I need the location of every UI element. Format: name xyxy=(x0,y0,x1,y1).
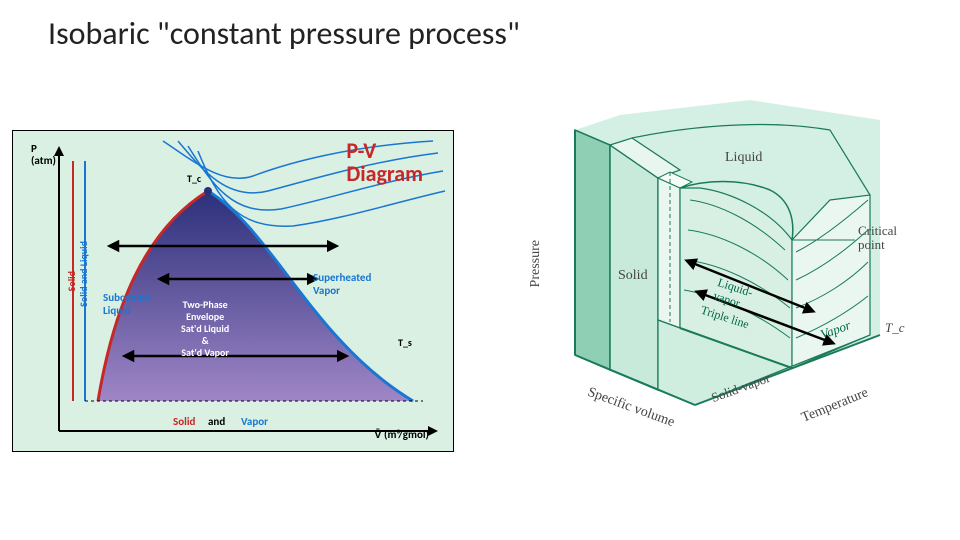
solid-bottom-label: Solid xyxy=(173,415,195,428)
two-phase-label: Two-PhaseEnvelopeSat'd Liquid&Sat'd Vapo… xyxy=(181,299,229,359)
slide-title: Isobaric "constant pressure process" xyxy=(48,14,520,53)
tc-label-3d: T_c xyxy=(885,320,905,336)
pv-diagram-title: P-VDiagram xyxy=(346,139,423,185)
ts-label: T_s xyxy=(398,337,412,349)
y-axis-label: P(atm) xyxy=(31,143,56,167)
pressure-axis-label: Pressure xyxy=(528,240,545,287)
pvt-surface-diagram: Pressure Liquid Solid Criticalpoint Liqu… xyxy=(540,100,920,460)
solid-liquid-label: Solid and Liquid xyxy=(77,241,90,307)
vapor-bottom-label: Vapor xyxy=(241,415,268,428)
liquid-label-3d: Liquid xyxy=(725,150,762,167)
critical-point-label: Criticalpoint xyxy=(858,224,897,251)
and-label: and xyxy=(208,415,225,428)
subcooled-liquid-label: SubcooledLiquid xyxy=(103,291,151,317)
tc-label: T_c xyxy=(187,173,201,185)
solid-label-3d: Solid xyxy=(618,268,648,285)
pv-diagram: P(atm) P-VDiagram xyxy=(12,130,454,452)
superheated-vapor-label: SuperheatedVapor xyxy=(313,271,371,297)
x-axis-label: V̄ (m³/gmol) xyxy=(374,428,429,441)
